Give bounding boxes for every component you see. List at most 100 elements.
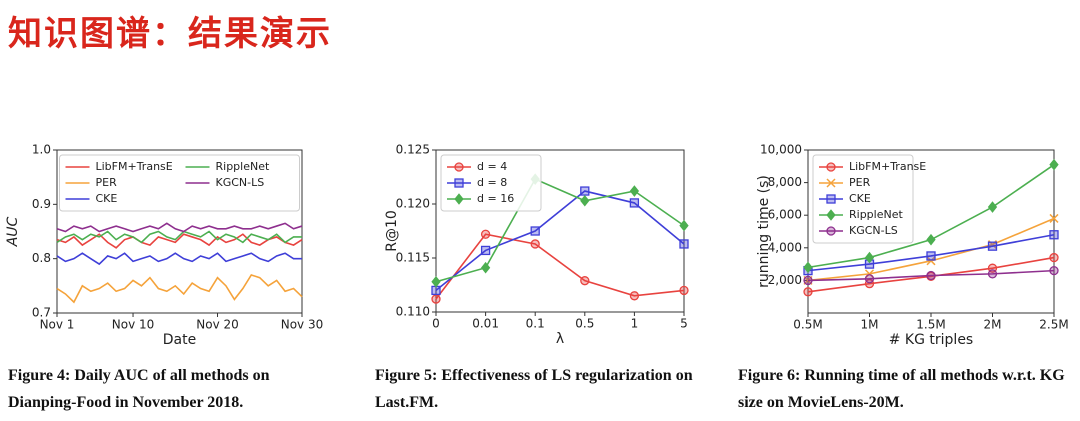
marker xyxy=(530,239,540,249)
marker xyxy=(864,251,875,264)
series-line xyxy=(807,269,1055,282)
series-line xyxy=(807,233,1055,272)
x-tick-label: 0 xyxy=(432,317,440,331)
x-tick-label: Nov 20 xyxy=(196,318,239,332)
legend-label: d = 16 xyxy=(477,192,514,205)
marker xyxy=(1049,213,1059,223)
x-tick-label: 2M xyxy=(984,318,1002,332)
legend-label: RippleNet xyxy=(849,208,903,221)
x-tick-label: Nov 1 xyxy=(40,318,75,332)
y-tick-label: 2,000 xyxy=(768,273,802,287)
marker xyxy=(926,270,936,281)
plot-frame xyxy=(56,149,303,314)
x-tick-label: Nov 10 xyxy=(112,318,155,332)
series-line xyxy=(435,190,685,292)
x-axis-label: λ xyxy=(556,331,564,347)
marker xyxy=(826,162,836,172)
legend-label: LibFM+TransE xyxy=(96,160,173,173)
marker xyxy=(580,276,590,286)
x-tick-label: 1.5M xyxy=(916,318,945,332)
x-tick-label: 5 xyxy=(680,317,688,331)
marker xyxy=(803,275,813,286)
y-tick-label: 1.0 xyxy=(32,143,51,157)
marker xyxy=(926,256,936,266)
x-tick-label: 0.01 xyxy=(472,317,499,331)
legend-frame xyxy=(812,154,914,244)
marker xyxy=(679,219,689,232)
marker xyxy=(629,291,640,301)
marker xyxy=(480,229,491,239)
x-axis-label: # KG triples xyxy=(889,332,973,348)
legend-label: d = 4 xyxy=(477,160,507,173)
x-tick-label: 1M xyxy=(861,318,879,332)
marker xyxy=(826,226,836,236)
legend-label: d = 8 xyxy=(477,176,507,189)
marker xyxy=(431,285,441,296)
marker xyxy=(826,178,836,188)
legend-label: LibFM+TransE xyxy=(849,160,926,173)
caption: Figure 4: Daily AUC of all methods on Di… xyxy=(8,367,270,411)
marker xyxy=(679,285,689,296)
series-line xyxy=(56,230,302,244)
y-tick-label: 0.9 xyxy=(32,197,51,211)
legend-label: KGCN-LS xyxy=(216,176,265,189)
marker xyxy=(826,194,836,204)
legend-label: CKE xyxy=(96,192,118,205)
series-line xyxy=(56,274,303,304)
x-tick-label: 0.5M xyxy=(793,318,822,332)
marker xyxy=(679,239,689,249)
y-tick-label: 0.120 xyxy=(396,197,430,211)
series-line xyxy=(807,256,1055,293)
marker xyxy=(1049,252,1059,263)
marker xyxy=(1049,230,1059,240)
marker xyxy=(580,194,590,207)
legend-label: PER xyxy=(849,176,871,189)
caption: Figure 5: Effectiveness of LS regulariza… xyxy=(375,367,693,411)
series-line xyxy=(435,178,685,283)
marker xyxy=(803,261,813,274)
marker xyxy=(864,274,875,284)
y-tick-label: 0.110 xyxy=(396,305,430,319)
marker xyxy=(480,261,491,274)
x-tick-label: 0.5 xyxy=(575,317,594,331)
marker xyxy=(629,185,640,197)
marker xyxy=(580,186,590,196)
marker xyxy=(1049,265,1059,276)
marker xyxy=(629,198,640,208)
legend-label: KGCN-LS xyxy=(849,224,898,237)
legend-frame xyxy=(440,154,542,212)
legend-label: RippleNet xyxy=(216,160,270,173)
marker xyxy=(1049,158,1059,171)
legend-label: PER xyxy=(96,176,118,189)
marker xyxy=(926,251,936,261)
x-tick-label: 0.1 xyxy=(526,317,545,331)
series-line xyxy=(56,252,302,266)
marker xyxy=(987,201,998,213)
y-axis-label: running time (s) xyxy=(756,175,772,288)
y-tick-label: 4,000 xyxy=(768,240,802,254)
marker xyxy=(864,279,875,289)
series-line xyxy=(56,233,303,249)
marker xyxy=(826,209,836,221)
caption: Figure 6: Running time of all methods w.… xyxy=(738,367,1065,411)
y-tick-label: 10,000 xyxy=(760,143,802,157)
series-line xyxy=(435,233,685,300)
y-axis-label: AUC xyxy=(5,216,21,247)
x-tick-label: 1 xyxy=(631,317,639,331)
marker xyxy=(803,287,813,297)
marker xyxy=(926,233,936,246)
legend-label: CKE xyxy=(849,192,871,205)
legend-frame xyxy=(59,154,300,212)
marker xyxy=(987,241,998,251)
marker xyxy=(987,269,998,279)
marker xyxy=(480,245,491,256)
x-axis-label: Date xyxy=(163,332,196,348)
y-tick-label: 0.125 xyxy=(396,143,430,157)
y-axis-label: R@10 xyxy=(384,210,400,252)
marker xyxy=(431,275,441,288)
y-tick-label: 0.8 xyxy=(32,251,51,265)
marker xyxy=(864,269,875,279)
y-tick-label: 8,000 xyxy=(768,175,802,189)
